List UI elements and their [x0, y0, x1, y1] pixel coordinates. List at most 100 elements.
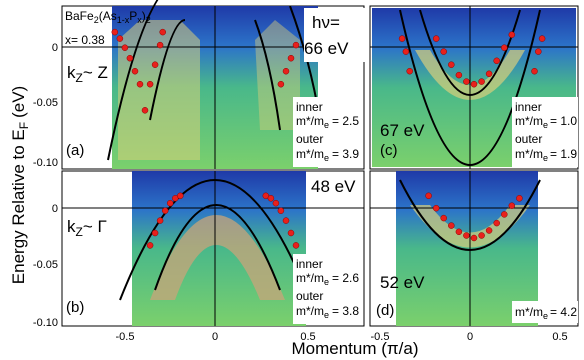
- panel-c-outer-fit: [399, 9, 541, 166]
- panel-c-inner-point: [463, 78, 470, 85]
- panel-a-inner-point: [131, 67, 139, 75]
- panel-b-band-point: [267, 195, 275, 202]
- panel-b-band-point: [146, 242, 154, 249]
- panel-c-inner-point: [493, 57, 500, 65]
- panel-c-inner-point: [455, 71, 463, 79]
- panel-b-band-point: [282, 217, 290, 224]
- panel-d-band-point: [425, 192, 432, 200]
- panel-d-band-point: [516, 195, 523, 202]
- panel-b-band-point: [161, 207, 169, 214]
- ytick-b-0: 0: [52, 203, 58, 215]
- panel-c-inner-point: [432, 35, 440, 42]
- panel-b-band-intensity: [150, 215, 285, 300]
- panel-b-band-point: [262, 192, 270, 200]
- panel-c: hν= 66 eV 67 eV (c) inner m*/me = 1.0 out…: [304, 5, 579, 170]
- panel-d-band-point: [455, 228, 463, 236]
- panel-c-photon-energy: 66 eV: [304, 39, 349, 58]
- ytick-b-2: -0.10: [33, 317, 58, 329]
- panel-a-outer-point: [146, 80, 154, 88]
- panel-a-outer-mass: m*/me = 3.9: [296, 147, 359, 163]
- panel-b: 48 eV kZ~ Γ (b) inner m*/me = 2.6 outer m…: [61, 170, 365, 327]
- panel-b-mass-box: [293, 254, 363, 324]
- panel-a-compound: BaFe2(As1-xPx)2: [65, 9, 151, 25]
- y-axis-label: Energy Relative to EF(eV): [9, 86, 31, 284]
- panel-c-mass-box: [512, 97, 578, 167]
- panel-c-band-intensity: [415, 50, 525, 100]
- panel-b-inner-fit: [154, 204, 281, 291]
- panel-b-band-point: [272, 199, 280, 207]
- panel-d-fit: [399, 179, 541, 251]
- panel-a-inner-point: [126, 54, 134, 62]
- panel-a-inner-point: [287, 54, 295, 62]
- panel-c-outer-point: [531, 67, 538, 75]
- panel-a-inner-point: [277, 80, 285, 88]
- panel-a-outer-point: [141, 107, 149, 114]
- panel-a: BaFe2(As1-xPx)2 x= 0.38 kZ~ Z (a) inner …: [61, 0, 365, 170]
- panel-b-band-point: [287, 229, 295, 237]
- panel-b-outer-fit: [119, 179, 311, 301]
- panel-c-outer-point: [538, 35, 546, 42]
- xtick-d-2: 0.5: [552, 331, 567, 343]
- panel-c-inner-point: [448, 61, 455, 68]
- panel-d-band-point: [432, 204, 440, 212]
- panel-a-inner-label: inner: [296, 100, 323, 114]
- panel-c-inner-point: [485, 70, 493, 78]
- panel-c-outer-mass: m*/me = 1.9: [515, 147, 577, 163]
- panel-b-points: [146, 192, 305, 262]
- ytick-a-1: -0.05: [33, 97, 58, 109]
- panel-c-inner-point: [470, 80, 478, 88]
- panel-b-band-point: [166, 199, 174, 207]
- panel-d-band-point: [478, 232, 485, 239]
- panel-b-outer-label: outer: [296, 289, 323, 303]
- panel-b-band-point: [151, 229, 159, 237]
- xtick-d-1: 0: [467, 331, 473, 343]
- panel-c-points: [398, 31, 546, 88]
- xtick-b-1: 0: [212, 331, 218, 343]
- xtick-b-0: -0.5: [116, 331, 135, 343]
- panel-d-mass: m*/me = 4.2: [515, 305, 577, 321]
- panel-b-inner-label: inner: [296, 257, 323, 271]
- ytick-a-0: 0: [52, 42, 58, 54]
- panel-b-kz: kZ~ Γ: [67, 217, 107, 239]
- panel-c-outer-point: [406, 67, 413, 75]
- panel-a-band-intensity: [118, 20, 200, 160]
- panel-a-inner-fit-right: [254, 19, 281, 131]
- ytick-b-1: -0.05: [33, 259, 58, 271]
- panel-d-band-point: [501, 211, 508, 218]
- panel-a-label: (a): [66, 142, 84, 159]
- panel-a-inner-point: [136, 80, 144, 88]
- panel-c-photon-box: [304, 8, 368, 62]
- panel-d: 52 eV (d) m*/me = 4.2: [369, 170, 579, 327]
- panel-c-inner-point: [478, 78, 485, 85]
- ytick-a-2: -0.10: [33, 157, 58, 169]
- panel-a-inner-point: [116, 35, 124, 42]
- panel-a-outer-label: outer: [296, 132, 323, 146]
- xtick-d-0: -0.5: [371, 331, 390, 343]
- panel-b-band-point: [292, 242, 300, 249]
- panel-a-mass-box: [293, 97, 363, 167]
- panel-b-inner-mass: m*/me = 2.6: [296, 271, 359, 287]
- panel-b-label: (b): [66, 299, 84, 316]
- panel-c-outer-point: [398, 35, 406, 42]
- panel-c-inner-point: [508, 31, 516, 38]
- panel-c-energy: 67 eV: [380, 121, 425, 140]
- panel-c-outer-point: [402, 48, 410, 55]
- panel-b-band-point: [156, 217, 164, 224]
- panel-c-label: (c): [380, 142, 398, 159]
- panel-a-inner-mass: m*/me = 2.5: [296, 114, 359, 130]
- panel-d-band-point: [440, 214, 447, 222]
- panel-a-doping: x= 0.38: [65, 33, 105, 47]
- panel-a-outer-point: [151, 61, 159, 68]
- panel-a-inner-point: [121, 44, 129, 51]
- panel-d-band-point: [493, 219, 500, 227]
- panel-c-inner-mass: m*/me = 1.0: [515, 114, 577, 130]
- panel-c-inner-point: [440, 48, 447, 55]
- panel-b-band-point: [277, 207, 285, 214]
- panel-b-energy: 48 eV: [311, 177, 356, 196]
- panel-d-points: [425, 192, 523, 242]
- panel-a-outer-point: [156, 41, 164, 49]
- panel-d-band-point: [448, 222, 455, 229]
- panel-b-outer-mass: m*/me = 3.8: [296, 304, 359, 320]
- panel-b-band-point: [177, 192, 184, 200]
